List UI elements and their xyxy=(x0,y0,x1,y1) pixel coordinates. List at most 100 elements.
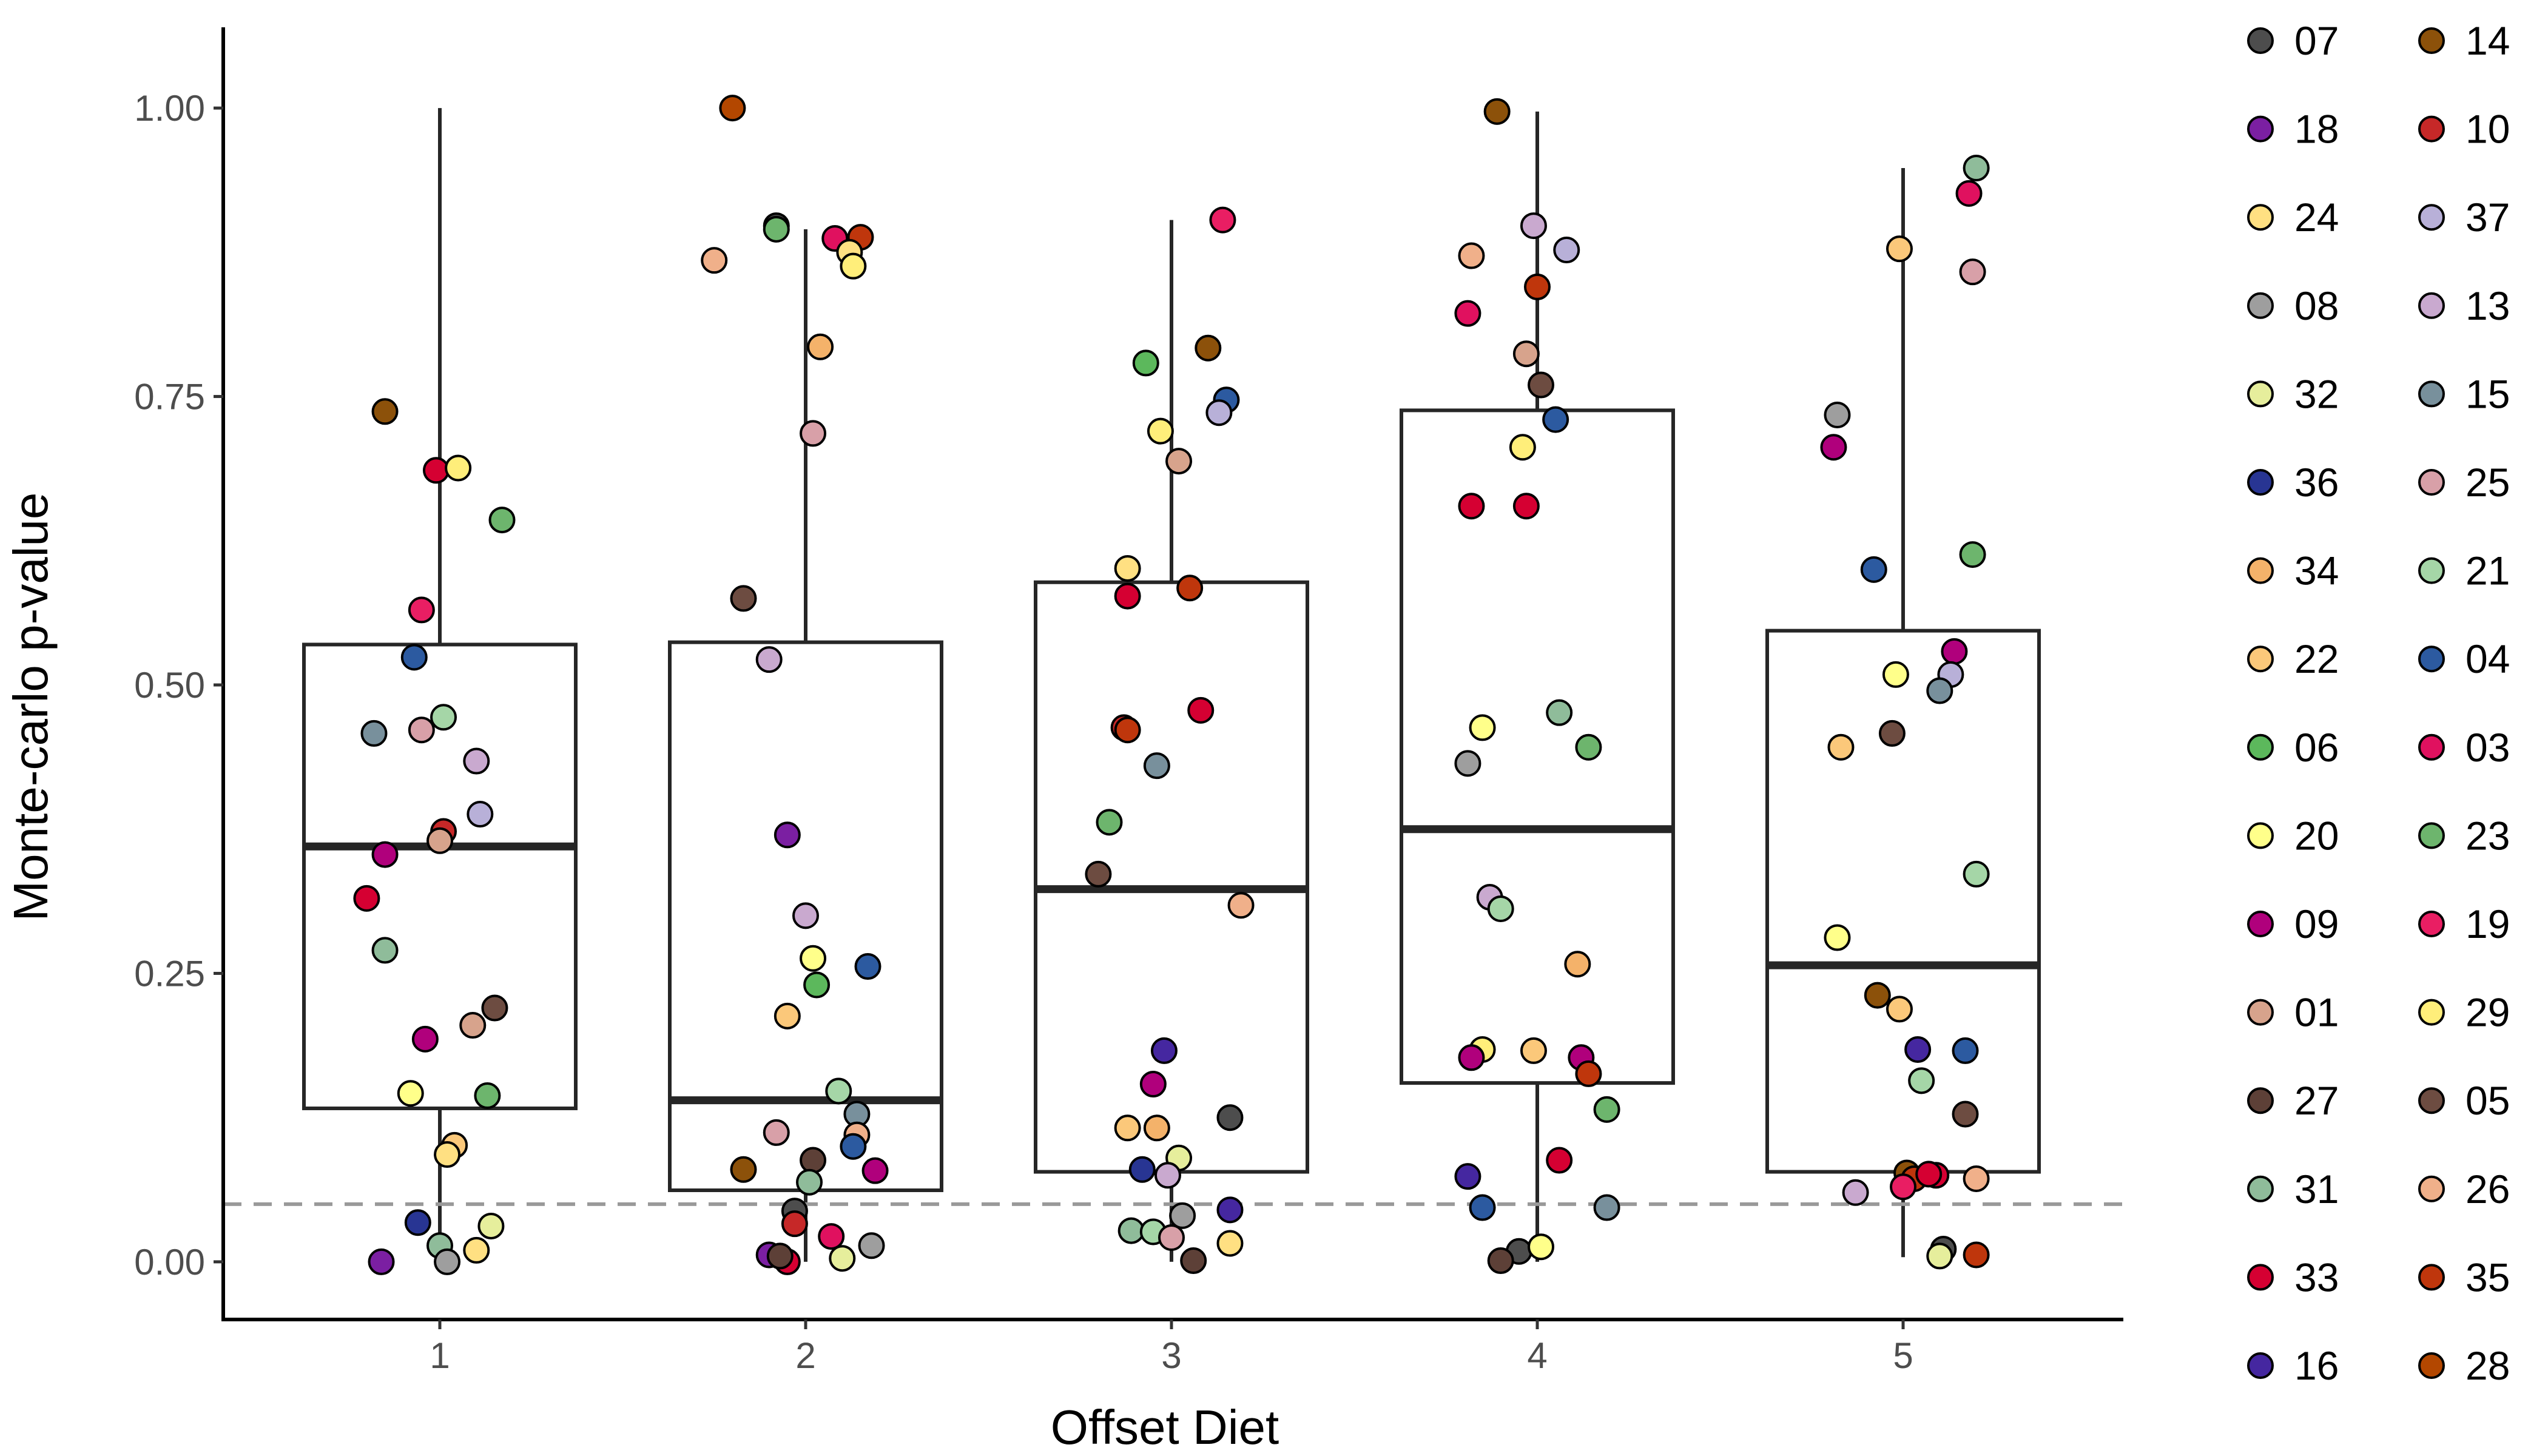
legend-label: 31 xyxy=(2294,1167,2339,1212)
data-point xyxy=(1169,1202,1196,1229)
legend-swatch xyxy=(2247,822,2274,849)
data-point xyxy=(1963,860,1990,888)
legend-swatch xyxy=(2247,557,2274,584)
legend-item: 03 xyxy=(2418,725,2510,770)
legend-label: 35 xyxy=(2465,1255,2510,1299)
legend-item: 01 xyxy=(2247,990,2339,1035)
data-point xyxy=(474,1082,501,1110)
data-point xyxy=(411,1025,439,1053)
legend-label: 36 xyxy=(2294,460,2339,505)
data-point xyxy=(1114,554,1141,582)
legend-label: 23 xyxy=(2465,813,2510,858)
legend-item: 27 xyxy=(2247,1078,2339,1123)
x-tick-label: 4 xyxy=(1527,1335,1547,1376)
data-point xyxy=(1128,1156,1156,1183)
data-point xyxy=(818,1223,845,1250)
legend-label: 21 xyxy=(2465,548,2510,593)
data-point xyxy=(1542,406,1569,433)
legend-label: 25 xyxy=(2465,460,2510,505)
legend-label: 26 xyxy=(2465,1167,2510,1212)
data-point xyxy=(1546,1147,1573,1174)
legend-item: 16 xyxy=(2247,1343,2339,1388)
data-point xyxy=(404,1209,431,1236)
data-point xyxy=(719,95,746,122)
data-point xyxy=(1963,1241,1990,1269)
legend-item: 34 xyxy=(2247,548,2339,593)
data-point xyxy=(1216,1230,1244,1257)
data-point xyxy=(1158,1224,1185,1251)
legend-label: 37 xyxy=(2465,195,2510,240)
x-tick-label: 2 xyxy=(795,1335,815,1376)
axes: 0.00 0.25 0.50 0.75 1.00 1 2 3 4 5 xyxy=(134,27,2123,1376)
data-point xyxy=(1209,206,1236,234)
legend-swatch xyxy=(2247,1087,2274,1114)
data-point xyxy=(1216,1196,1244,1224)
legend-item: 25 xyxy=(2418,460,2510,505)
data-point xyxy=(1114,716,1141,744)
data-point xyxy=(1520,212,1547,240)
legend-item: 13 xyxy=(2418,283,2510,328)
legend-label: 07 xyxy=(2294,18,2339,63)
data-point xyxy=(1512,493,1540,520)
data-point xyxy=(755,646,783,673)
data-point xyxy=(1824,924,1851,951)
legend-label: 16 xyxy=(2294,1343,2339,1388)
data-point xyxy=(1150,1037,1178,1064)
data-point xyxy=(1524,273,1551,300)
data-point xyxy=(1114,582,1141,610)
legend-swatch xyxy=(2247,292,2274,319)
y-tick-label: 0.25 xyxy=(134,953,205,994)
data-point xyxy=(774,1002,801,1030)
legend-label: 20 xyxy=(2294,813,2339,858)
x-tick-label: 5 xyxy=(1893,1335,1913,1376)
legend-label: 24 xyxy=(2294,195,2339,240)
legend-label: 34 xyxy=(2294,548,2339,593)
data-point xyxy=(353,885,380,912)
data-point xyxy=(1469,1194,1496,1221)
data-point xyxy=(1528,1233,1555,1261)
data-point xyxy=(803,971,831,999)
data-point xyxy=(1904,1036,1932,1063)
legend-swatch xyxy=(2418,1175,2445,1202)
legend-swatch xyxy=(2418,115,2445,143)
data-point xyxy=(1512,340,1540,368)
y-tick-label: 0.75 xyxy=(134,377,205,417)
data-point xyxy=(445,454,472,482)
legend-item: 33 xyxy=(2247,1255,2339,1299)
legend-item: 31 xyxy=(2247,1167,2339,1212)
data-point xyxy=(1454,750,1481,777)
data-point xyxy=(1528,371,1555,399)
legend-label: 06 xyxy=(2294,725,2339,770)
data-point xyxy=(807,333,834,360)
data-point xyxy=(463,747,490,775)
legend-item: 20 xyxy=(2247,813,2339,858)
data-point xyxy=(1959,541,1986,568)
data-point xyxy=(426,827,453,854)
data-point xyxy=(408,716,435,744)
legend-label: 05 xyxy=(2465,1078,2510,1123)
legend-item: 15 xyxy=(2418,371,2510,416)
data-point xyxy=(1180,1247,1207,1275)
data-point xyxy=(825,1077,852,1105)
data-point xyxy=(1564,951,1591,978)
legend-item: 14 xyxy=(2418,18,2510,63)
legend-swatch xyxy=(2418,911,2445,937)
data-point xyxy=(1890,1173,1916,1201)
legend-swatch xyxy=(2247,204,2274,231)
legend-label: 27 xyxy=(2294,1078,2339,1123)
legend-item: 08 xyxy=(2247,283,2339,328)
legend: 07 14 18 10 24 37 08 13 32 15 36 25 34 21 22 04 06 03 20 23… xyxy=(2247,18,2510,1388)
data-points xyxy=(353,95,1990,1275)
data-point xyxy=(1842,1179,1869,1206)
data-point xyxy=(800,1147,827,1174)
data-point xyxy=(1926,677,1953,704)
data-point xyxy=(397,1080,424,1107)
legend-label: 28 xyxy=(2465,1343,2510,1388)
data-point xyxy=(1864,982,1891,1009)
data-point xyxy=(1824,402,1851,428)
data-point xyxy=(1952,1100,1979,1128)
legend-item: 23 xyxy=(2418,813,2510,858)
legend-item: 06 xyxy=(2247,725,2339,770)
data-point xyxy=(781,1210,808,1238)
